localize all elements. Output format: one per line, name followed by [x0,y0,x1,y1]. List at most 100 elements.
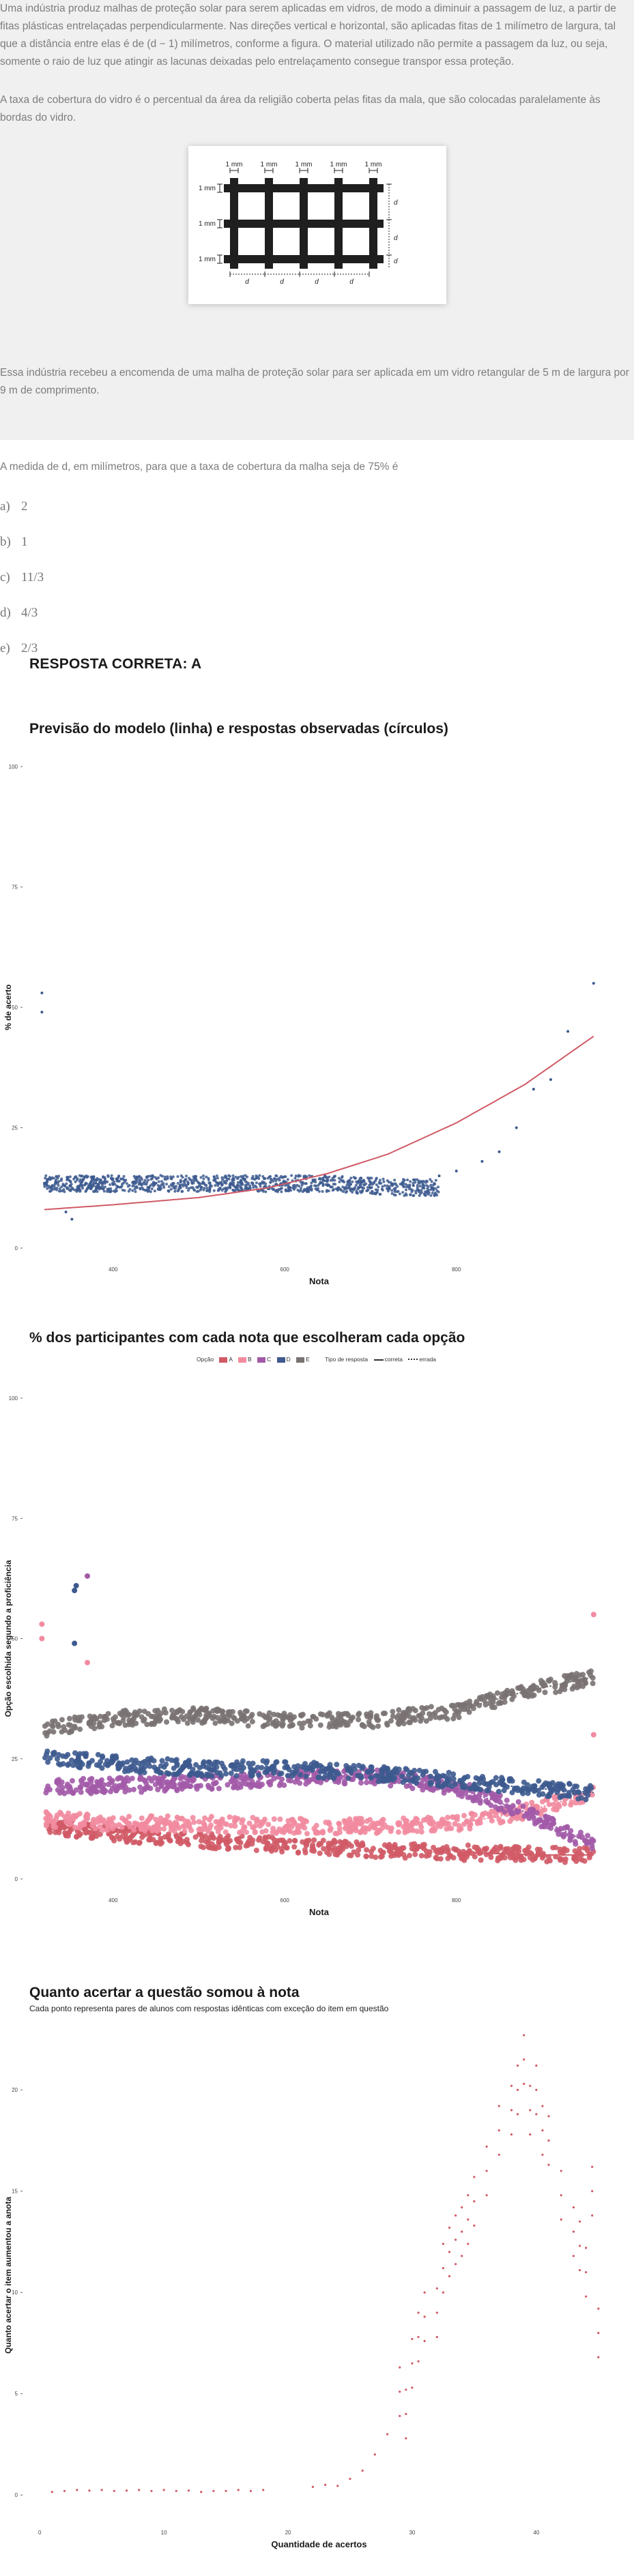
tape-width-label: 1 mm [199,185,216,192]
option-a-point [249,1841,255,1847]
observed-point [355,1191,358,1194]
option-c-point [364,1779,370,1786]
observed-point [326,1184,330,1187]
option-d-point [385,1771,391,1777]
option-a-point [553,1844,559,1850]
option-a-point [202,1833,208,1839]
option-d-point [536,1778,542,1784]
option-e-point [238,1715,244,1721]
score-gain-point [485,2145,488,2148]
option-e-point [356,1712,362,1718]
option-d-point [497,1779,503,1786]
score-gain-point [435,2287,438,2290]
option-b-point [167,1822,173,1828]
option-a-point [295,1849,301,1855]
option-d-point [169,1757,175,1763]
observed-point [151,1174,154,1178]
option-b-point [353,1816,359,1822]
option-e-point [120,1709,126,1715]
option-e-point [571,1683,577,1689]
observed-point [422,1185,425,1189]
observed-point [455,1170,458,1173]
observed-point [409,1193,412,1196]
option-e-point [583,1680,589,1686]
observed-point [437,1174,441,1178]
option-b-point [468,1811,474,1817]
observed-point [331,1189,334,1192]
observed-point [429,1178,432,1181]
option-d-point [345,1775,351,1781]
option-a-point [86,1829,92,1835]
option-b-point [136,1822,143,1829]
option-d-point [78,1760,84,1766]
option-d-point [380,1767,386,1773]
observed-point [360,1191,363,1194]
option-c-point [44,1786,50,1792]
option-e-point [249,1712,255,1718]
observed-point [361,1189,364,1192]
observed-point [406,1179,409,1182]
score-gain-point [529,2084,532,2087]
observed-point [287,1189,291,1193]
option-e-point [249,1719,255,1725]
option-a[interactable]: a) 2 [0,499,28,514]
observed-point [89,1183,92,1186]
legend-type: correta [384,1356,403,1363]
observed-point [399,1183,402,1186]
option-d-point [98,1759,104,1765]
option-a-point [355,1852,361,1858]
option-a-point [326,1845,332,1851]
observed-point [377,1185,380,1189]
option-a-point [268,1848,274,1854]
observed-point [269,1177,272,1181]
outlier-point [73,1582,79,1588]
option-a-point [510,1846,516,1852]
option-b[interactable]: b) 1 [0,535,28,550]
observed-point [109,1189,113,1193]
score-gain-point [560,2218,562,2221]
option-a-point [310,1842,316,1848]
option-b-point [270,1829,276,1835]
option-b-point [336,1820,342,1826]
option-e-point [300,1711,306,1717]
option-d-point [315,1775,321,1781]
observed-point [208,1186,212,1189]
observed-point [515,1126,518,1129]
observed-point [167,1185,171,1188]
option-e-point [375,1717,381,1723]
option-d-point [270,1767,276,1773]
observed-point [188,1187,191,1190]
option-e-point [502,1699,508,1705]
option-b-point [302,1818,308,1824]
observed-point [261,1174,265,1178]
option-c[interactable]: c) 11/3 [0,570,44,585]
score-gain-point [405,2412,407,2416]
observed-point [111,1177,115,1181]
observed-point [296,1183,299,1187]
option-e-point [229,1720,235,1726]
option-d-point [211,1762,217,1768]
option-e-point [521,1692,528,1698]
option-d-point [554,1790,560,1796]
score-gain-point [535,2113,538,2116]
option-d-point [173,1757,179,1763]
observed-point [412,1194,416,1198]
option-a-point [177,1836,183,1842]
option-c-point [137,1784,143,1790]
option-e[interactable]: e) 2/3 [0,641,38,656]
option-a-point [474,1844,480,1850]
option-e-point [217,1708,223,1714]
observed-point [220,1176,224,1179]
observed-point [338,1181,341,1184]
option-a-point [321,1846,327,1852]
option-e-point [271,1711,277,1717]
option-d[interactable]: d) 4/3 [0,606,38,621]
observed-point [374,1179,377,1183]
option-a-point [378,1854,384,1860]
option-a-point [320,1837,326,1844]
option-d-point [182,1760,188,1766]
observed-point [171,1175,175,1179]
option-e-point [390,1708,396,1715]
option-a-point [355,1841,361,1848]
observed-point [242,1174,245,1178]
